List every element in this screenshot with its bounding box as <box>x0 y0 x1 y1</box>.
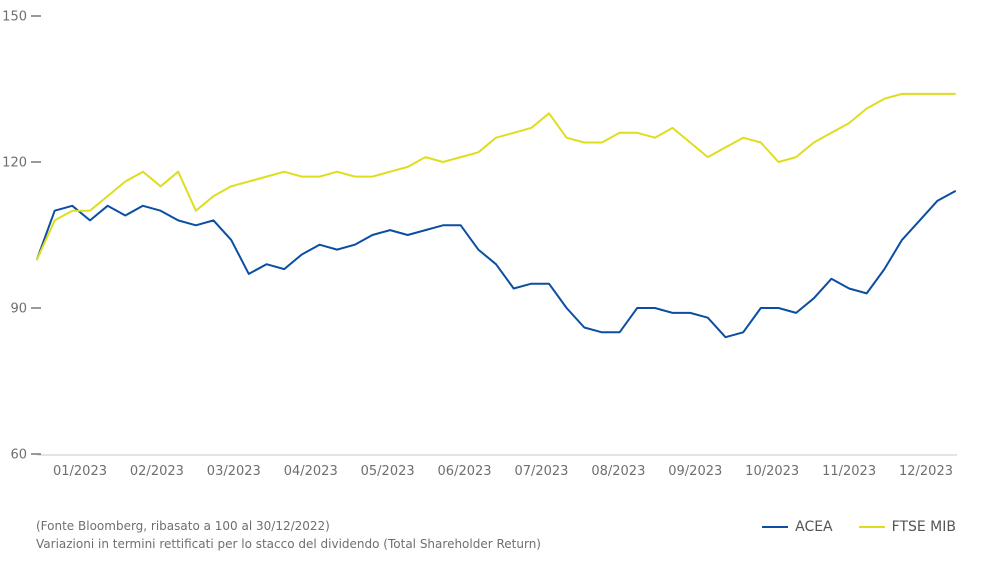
x-tick-label: 10/2023 <box>745 464 799 479</box>
x-tick-label: 03/2023 <box>207 464 261 479</box>
y-tick-label: 90 <box>10 302 27 317</box>
x-tick-label: 04/2023 <box>284 464 338 479</box>
chart-legend: ACEA FTSE MIB <box>762 519 956 535</box>
methodology-note: Variazioni in termini rettificati per lo… <box>36 537 541 551</box>
series-group <box>36 92 956 339</box>
source-note: (Fonte Bloomberg, ribasato a 100 al 30/1… <box>36 519 330 533</box>
x-tick-label: 01/2023 <box>53 464 107 479</box>
x-tick-label: 12/2023 <box>899 464 953 479</box>
series-line-ftse-mib <box>36 92 956 261</box>
y-tick-label: 150 <box>2 10 27 25</box>
x-tick-label: 05/2023 <box>361 464 415 479</box>
series-line-acea <box>36 190 956 339</box>
y-axis: 150 120 90 60 <box>2 10 41 463</box>
legend-item-ftse-mib: FTSE MIB <box>858 519 956 535</box>
legend-swatch-ftse-mib <box>858 526 885 528</box>
legend-item-acea: ACEA <box>762 519 833 535</box>
legend-swatch-acea <box>762 526 789 528</box>
y-tick-label: 60 <box>10 448 27 463</box>
legend-label-acea: ACEA <box>795 519 833 535</box>
x-tick-label: 06/2023 <box>438 464 492 479</box>
x-tick-label: 09/2023 <box>668 464 722 479</box>
y-tick-label: 120 <box>2 156 27 171</box>
legend-label-ftse-mib: FTSE MIB <box>891 519 956 535</box>
x-tick-label: 11/2023 <box>822 464 876 479</box>
x-tick-label: 02/2023 <box>130 464 184 479</box>
x-tick-label: 08/2023 <box>591 464 645 479</box>
x-tick-label: 07/2023 <box>514 464 568 479</box>
x-axis: 01/2023 02/2023 03/2023 04/2023 05/2023 06/20… <box>37 454 957 479</box>
